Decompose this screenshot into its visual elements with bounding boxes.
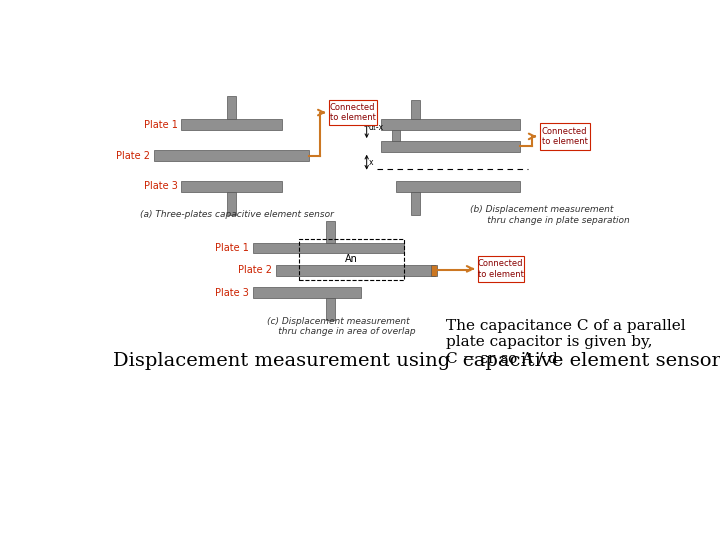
Text: Connected
to element: Connected to element [541,127,588,146]
Text: Plate 1: Plate 1 [215,243,249,253]
Text: Displacement measurement using  capacitive element sensor: Displacement measurement using capacitiv… [113,352,720,370]
Bar [392,130,400,141]
Bar [253,242,404,253]
Text: An: An [345,254,358,264]
Bar [396,181,520,192]
Text: (c) Displacement measurement
      thru change in area of overlap: (c) Displacement measurement thru change… [261,317,415,336]
Text: Plate 2: Plate 2 [117,151,150,161]
Bar [431,265,437,276]
Text: (a) Three-plates capacitive element sensor: (a) Three-plates capacitive element sens… [140,211,334,219]
Text: (b) Displacement measurement
      thru change in plate separation: (b) Displacement measurement thru change… [469,205,629,225]
Bar [411,192,420,215]
Text: Plate 1: Plate 1 [144,120,178,130]
Text: x: x [369,158,374,167]
FancyBboxPatch shape [477,256,524,282]
Text: Connected
to element: Connected to element [330,103,376,122]
FancyBboxPatch shape [539,123,590,150]
Text: Plate 3: Plate 3 [144,181,178,192]
Bar [276,265,435,276]
Bar [325,221,335,242]
Text: Plate 3: Plate 3 [215,288,249,298]
Bar [300,239,404,280]
Text: d₁-x: d₁-x [369,123,384,132]
Bar [228,96,236,119]
Bar [228,192,236,215]
Bar [381,141,520,152]
Bar [325,298,335,320]
Bar [253,287,361,298]
Bar [181,119,282,130]
FancyBboxPatch shape [329,100,377,125]
Text: Plate 2: Plate 2 [238,265,272,275]
Bar [411,100,420,119]
Bar [154,150,310,161]
Text: The capacitance C of a parallel
plate capacitor is given by,
C = εr εo A / d: The capacitance C of a parallel plate ca… [446,319,686,365]
Bar [381,119,520,130]
Bar [181,181,282,192]
Text: Connected
to element: Connected to element [478,259,523,279]
